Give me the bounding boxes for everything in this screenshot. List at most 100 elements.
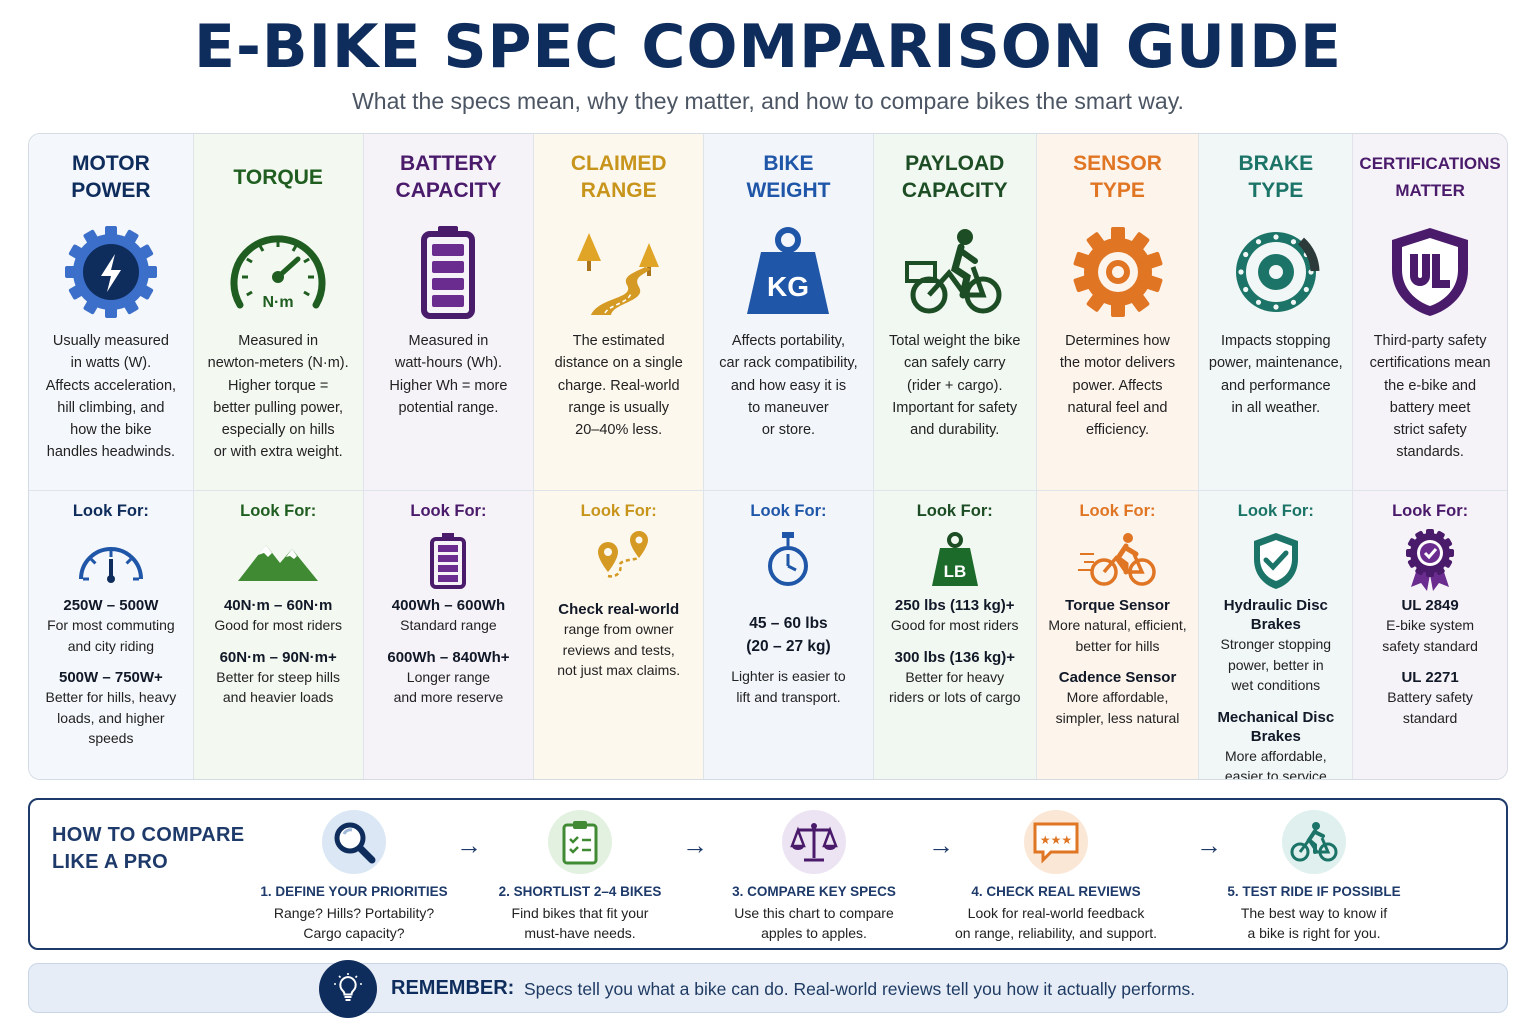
step-label: 4. CHECK REAL REVIEWS — [971, 884, 1141, 899]
look-for-label: Look For: — [580, 502, 657, 520]
review-stars-icon: ★★★ — [1024, 810, 1088, 874]
spec-value: 400Wh – 600Wh — [391, 597, 506, 614]
disc-brake-icon — [1221, 222, 1331, 322]
column-divider — [29, 490, 193, 491]
torque-gauge-icon: N·m — [223, 222, 333, 322]
cargo-bike-rider-icon — [900, 222, 1010, 322]
cyclist-icon — [1073, 528, 1163, 592]
spec-column: BRAKE TYPE Impacts stopping power, maintena… — [1199, 134, 1354, 780]
spec-recommendations: 40N·m – 60N·m Good for most riders 60N·m –… — [200, 596, 357, 708]
page-title: E-BIKE SPEC COMPARISON GUIDE — [194, 12, 1342, 82]
spec-value: Cadence Sensor — [1058, 669, 1177, 686]
spec-value: 45 – 60 lbs (20 – 27 kg) — [746, 615, 831, 655]
column-description: Usually measured in watts (W). Affects acc… — [45, 333, 177, 461]
column-title: CLAIMED RANGE — [570, 152, 667, 202]
column-description: Determines how the motor delivers power. A… — [1059, 333, 1176, 439]
lightbulb-icon — [319, 960, 377, 1018]
spec-note: Longer range and more reserve — [393, 668, 504, 706]
spec-recommendations: UL 2849 E-bike system safety standard UL 22… — [1359, 596, 1501, 728]
look-for-label: Look For: — [916, 502, 993, 520]
column-divider — [704, 490, 873, 491]
spec-column: BATTERY CAPACITY Measured in watt-hours (Wh… — [363, 134, 535, 779]
column-title: CERTIFICATIONS MATTER — [1359, 154, 1501, 200]
how-to-compare-title: HOW TO COMPARE LIKE A PRO — [52, 824, 245, 873]
bike-rider-icon — [1282, 810, 1346, 874]
battery-icon — [393, 222, 503, 322]
spec-note: E-bike system safety standard — [1382, 617, 1478, 654]
column-title: PAYLOAD CAPACITY — [901, 152, 1008, 202]
spec-column: BIKE WEIGHT KG Affects portability, car rack… — [704, 134, 874, 779]
mountain-icon — [233, 528, 323, 592]
spec-recommendations: Check real-world range from owner reviews … — [540, 600, 697, 681]
spec-note: Good for most riders — [214, 617, 342, 633]
spec-recommendations: 400Wh – 600Wh Standard range 600Wh – 840Wh… — [370, 596, 528, 708]
column-divider — [1036, 490, 1199, 491]
spec-column: SENSOR TYPE Determines how the motor delive… — [1036, 134, 1200, 779]
step-label: 5. TEST RIDE IF POSSIBLE — [1227, 884, 1401, 899]
compare-step: ★★★ 4. CHECK REAL REVIEWS Look for real-wo… — [936, 810, 1176, 943]
column-divider — [873, 490, 1036, 491]
step-description: Range? Hills? Portability? Cargo capacity… — [273, 905, 435, 941]
compare-step: 1. DEFINE YOUR PRIORITIES Range? Hills? P… — [234, 810, 474, 943]
arrow-right-icon: → — [682, 830, 708, 860]
look-for-label: Look For: — [1392, 502, 1469, 520]
spec-value: 60N·m – 90N·m+ — [219, 648, 337, 666]
svg-text:LB: LB — [943, 562, 966, 581]
route-pins-icon — [574, 528, 664, 592]
column-divider — [1353, 490, 1507, 491]
spec-value: Torque Sensor — [1065, 597, 1170, 614]
spec-recommendations: Hydraulic Disc Brakes Stronger stopping pow… — [1205, 596, 1346, 780]
arrow-right-icon: → — [928, 830, 954, 860]
spec-note: More affordable, easier to service — [1224, 747, 1327, 780]
step-description: The best way to know if a bike is right f… — [1240, 905, 1388, 941]
remember-label: REMEMBER: — [391, 977, 515, 999]
spec-note: Better for steep hills and heavier loads — [216, 668, 341, 706]
motor-gear-bolt-icon — [56, 222, 166, 322]
spec-value: Check real-world — [558, 601, 680, 618]
ul-shield-icon — [1375, 222, 1485, 322]
spec-gap — [370, 636, 528, 648]
spec-column: TORQUE N·m Measured in newton-meters (N·m).… — [193, 134, 364, 779]
spec-value: 250W – 500W — [63, 597, 159, 614]
spec-note: Good for most riders — [890, 617, 1019, 633]
spec-note: Better for hills, heavy loads, and higher… — [45, 689, 177, 746]
page-subtitle: What the specs mean, why they matter, an… — [352, 88, 1184, 114]
column-description: Impacts stopping power, maintenance, and p… — [1208, 333, 1343, 416]
remember-text: Specs tell you what a bike can do. Real-… — [524, 979, 1196, 999]
shield-check-icon — [1231, 528, 1321, 592]
spec-note: More natural, efficient, better for hills — [1048, 617, 1187, 654]
battery-small-icon — [403, 528, 493, 592]
road-trees-icon — [564, 222, 674, 322]
spec-note: Lighter is easier to lift and transport. — [731, 668, 846, 705]
magnifier-icon — [322, 810, 386, 874]
spec-gap — [200, 636, 357, 648]
spec-recommendations: 250W – 500W For most commuting and city ri… — [35, 596, 187, 749]
step-label: 3. COMPARE KEY SPECS — [732, 884, 896, 899]
spec-gap — [35, 656, 187, 668]
spec-note: range from owner reviews and tests, not ju… — [557, 621, 681, 678]
spec-value: 250 lbs (113 kg)+ — [894, 597, 1015, 614]
spec-note: More affordable, simpler, less natural — [1055, 689, 1180, 726]
look-for-label: Look For: — [1237, 502, 1314, 520]
spec-column: PAYLOAD CAPACITY Total weight the bike can … — [873, 134, 1037, 779]
svg-text:★★★: ★★★ — [1040, 833, 1072, 847]
column-description: Measured in newton-meters (N·m). Higher to… — [207, 333, 349, 461]
spec-gap — [1043, 656, 1193, 668]
column-title: BRAKE TYPE — [1238, 152, 1314, 202]
remember-banner: REMEMBER: Specs tell you what a bike can… — [28, 960, 1508, 1018]
step-label: 1. DEFINE YOUR PRIORITIES — [260, 884, 448, 899]
spec-column: CERTIFICATIONS MATTER Third-party safety ce… — [1353, 134, 1507, 779]
spec-value: 500W – 750W+ — [58, 669, 163, 686]
spec-comparison-grid: MOTOR POWER Usually measured in watts (W). A… — [28, 133, 1508, 780]
look-for-label: Look For: — [72, 502, 149, 520]
stopwatch-icon — [743, 528, 833, 592]
spec-gap — [880, 636, 1030, 648]
spec-note: Stronger stopping power, better in wet con… — [1220, 636, 1332, 693]
spec-note: Better for heavy riders or lots of cargo — [888, 668, 1021, 706]
svg-text:N·m: N·m — [263, 294, 294, 311]
column-title: BATTERY CAPACITY — [395, 152, 502, 202]
spec-note: For most commuting and city riding — [47, 617, 175, 654]
column-divider — [363, 490, 534, 491]
column-title: SENSOR TYPE — [1073, 152, 1162, 202]
speedometer-icon — [66, 528, 156, 592]
